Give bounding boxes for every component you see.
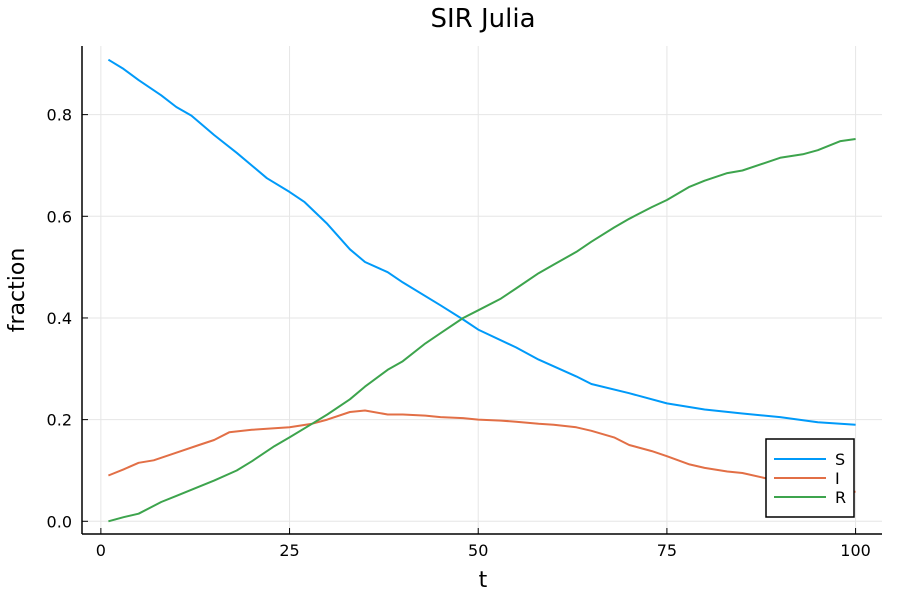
x-tick-label: 75: [657, 541, 677, 560]
y-tick-label: 0.4: [47, 309, 72, 328]
legend-label-s: S: [835, 450, 845, 469]
legend: S I R: [765, 438, 855, 518]
x-tick-label: 50: [468, 541, 488, 560]
y-axis-label: fraction: [5, 248, 30, 333]
series-line-s: [107, 58, 856, 426]
legend-label-i: I: [835, 469, 840, 488]
y-tick-label: 0.2: [47, 411, 72, 430]
series-line-r: [108, 138, 856, 523]
x-tick-label: 25: [279, 541, 299, 560]
legend-label-r: R: [835, 488, 846, 507]
x-axis-label: t: [479, 568, 488, 593]
axes: [81, 46, 882, 535]
y-tick-label: 0.8: [47, 106, 72, 125]
y-tick-label: 0.0: [47, 512, 72, 531]
tick-labels: 0 25 50 75 100 0.0 0.2 0.4 0.6 0.8: [47, 106, 871, 560]
series-lines: [107, 58, 856, 523]
grid: [82, 46, 882, 534]
x-tick-label: 100: [840, 541, 871, 560]
x-tick-label: 0: [96, 541, 106, 560]
y-tick-label: 0.6: [47, 207, 72, 226]
chart-title: SIR Julia: [430, 4, 535, 34]
series-line-i: [108, 409, 856, 493]
